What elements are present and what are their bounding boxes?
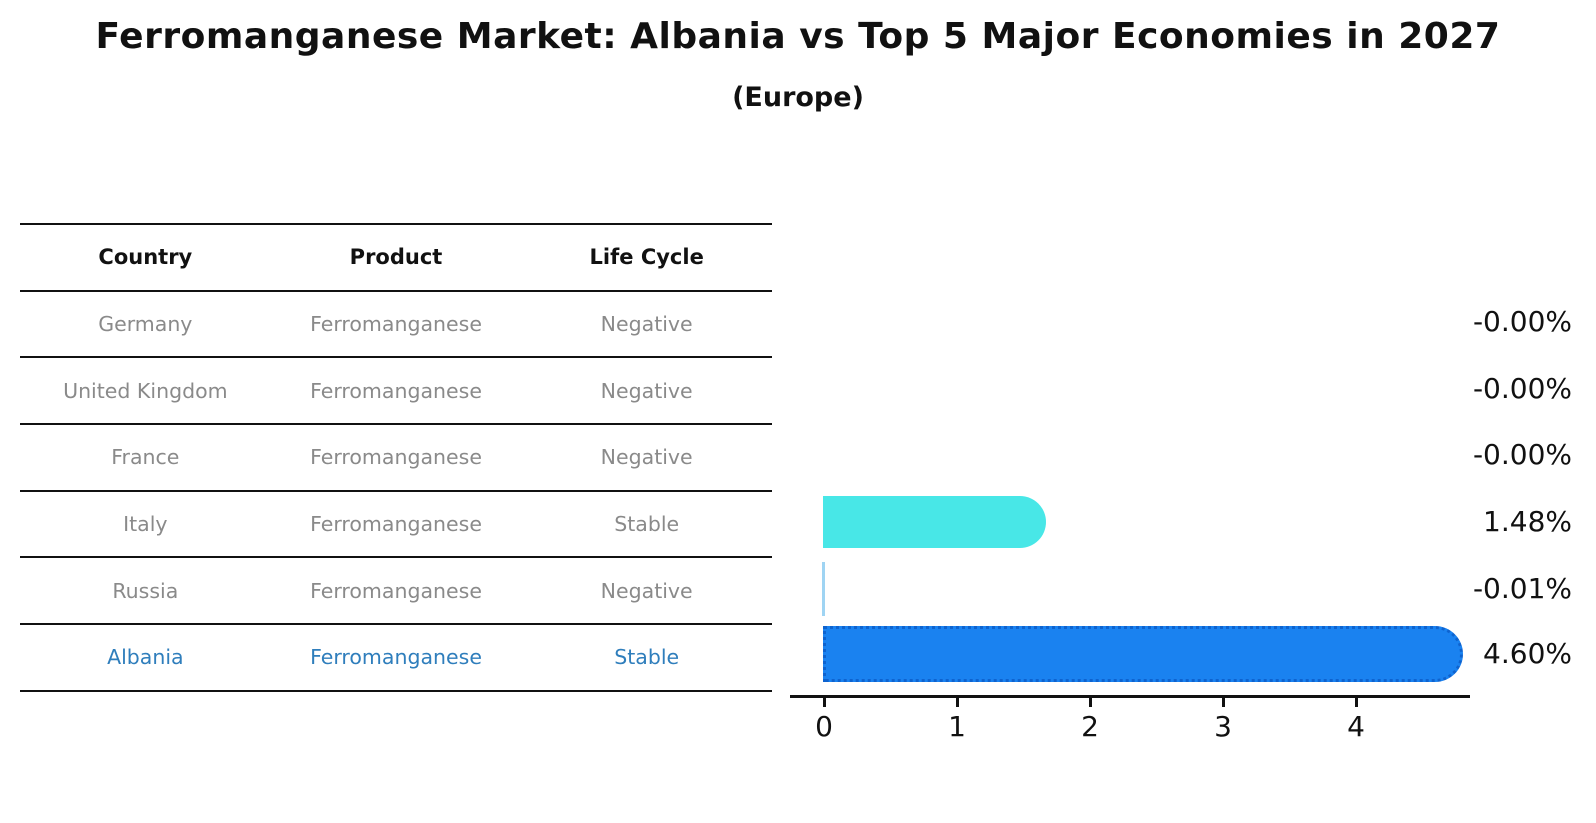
x-axis-tick — [1088, 698, 1092, 707]
cell-product: Ferromanganese — [310, 578, 482, 603]
table-row-albania: Albania Ferromanganese Stable — [20, 625, 772, 692]
value-label: 4.60% — [1483, 636, 1572, 670]
x-axis-tick-label: 1 — [948, 710, 966, 743]
x-axis-tick-label: 3 — [1214, 710, 1232, 743]
header-cell-lifecycle: Life Cycle — [589, 245, 704, 270]
chart-subtitle: (Europe) — [732, 82, 864, 113]
cell-lifecycle: Negative — [600, 578, 693, 603]
bar-albania — [823, 625, 1463, 682]
value-label: -0.00% — [1472, 305, 1572, 339]
cell-lifecycle: Stable — [614, 512, 680, 537]
x-axis-tick-label: 0 — [815, 710, 833, 743]
x-axis-tick — [1221, 698, 1225, 707]
cell-country: Germany — [98, 312, 193, 337]
value-label: -0.01% — [1472, 571, 1572, 605]
cell-country: Albania — [107, 645, 184, 670]
cell-lifecycle: Stable — [614, 645, 680, 670]
table-row-france: France Ferromanganese Negative — [20, 425, 772, 492]
cell-lifecycle: Negative — [600, 378, 693, 403]
table-header-row: Country Product Life Cycle — [20, 225, 772, 292]
bar-italy — [823, 496, 1046, 548]
table-row-united-kingdom: United Kingdom Ferromanganese Negative — [20, 358, 772, 426]
cell-product: Ferromanganese — [310, 645, 482, 670]
table-row-russia: Russia Ferromanganese Negative — [20, 558, 772, 626]
header-cell-product: Product — [349, 245, 443, 270]
comparison-table: Country Product Life Cycle Germany Ferro… — [20, 223, 772, 692]
value-label: -0.00% — [1472, 371, 1572, 405]
cell-country: Russia — [112, 578, 179, 603]
cell-product: Ferromanganese — [310, 445, 482, 470]
x-axis-line — [790, 695, 1470, 698]
chart-title: Ferromanganese Market: Albania vs Top 5 … — [95, 16, 1501, 57]
bar-russia — [822, 561, 825, 616]
value-label: 1.48% — [1483, 505, 1572, 538]
cell-lifecycle: Negative — [600, 312, 693, 337]
value-label: -0.00% — [1472, 438, 1572, 472]
x-axis-tick-label: 2 — [1081, 710, 1099, 743]
header-cell-country: Country — [98, 245, 193, 270]
x-axis-tick — [1354, 698, 1358, 707]
cell-product: Ferromanganese — [310, 378, 482, 403]
cell-country: France — [111, 445, 180, 470]
cell-country: Italy — [123, 512, 168, 537]
x-axis-tick — [822, 698, 826, 707]
cell-lifecycle: Negative — [600, 445, 693, 470]
x-axis-tick — [955, 698, 959, 707]
table-row-italy: Italy Ferromanganese Stable — [20, 492, 772, 559]
x-axis-tick-label: 4 — [1347, 710, 1365, 743]
cell-country: United Kingdom — [63, 378, 228, 403]
cell-product: Ferromanganese — [310, 512, 482, 537]
table-row-germany: Germany Ferromanganese Negative — [20, 292, 772, 359]
cell-product: Ferromanganese — [310, 312, 482, 337]
